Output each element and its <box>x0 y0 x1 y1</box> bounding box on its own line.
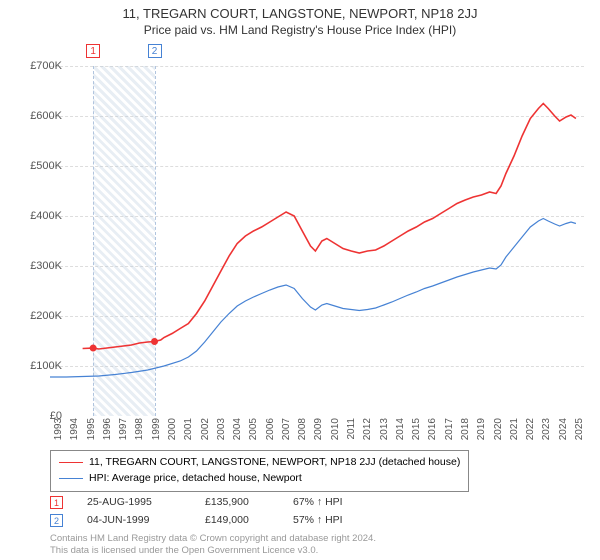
x-tick-label: 2003 <box>216 418 227 448</box>
x-tick-label: 2019 <box>476 418 487 448</box>
event-price: £135,900 <box>205 496 275 508</box>
y-tick-label: £500K <box>14 160 62 172</box>
event-number-box: 2 <box>50 514 63 527</box>
x-tick-label: 1997 <box>118 418 129 448</box>
event-hpi: 57% ↑ HPI <box>293 514 373 526</box>
x-tick-label: 2010 <box>330 418 341 448</box>
x-tick-label: 2024 <box>558 418 569 448</box>
x-tick-label: 2013 <box>379 418 390 448</box>
x-tick-label: 2008 <box>297 418 308 448</box>
x-tick-label: 2009 <box>313 418 324 448</box>
event-price: £149,000 <box>205 514 275 526</box>
chart-subtitle: Price paid vs. HM Land Registry's House … <box>0 21 600 41</box>
events-table: 1 25-AUG-1995 £135,900 67% ↑ HPI 2 04-JU… <box>50 493 373 529</box>
x-tick-label: 2011 <box>346 418 357 448</box>
x-tick-label: 1994 <box>69 418 80 448</box>
legend-swatch <box>59 462 83 463</box>
y-tick-label: £600K <box>14 110 62 122</box>
event-dot <box>90 345 97 352</box>
x-tick-label: 2000 <box>167 418 178 448</box>
x-tick-label: 2002 <box>200 418 211 448</box>
x-tick-label: 2001 <box>183 418 194 448</box>
event-row: 2 04-JUN-1999 £149,000 57% ↑ HPI <box>50 511 373 529</box>
x-tick-label: 2023 <box>541 418 552 448</box>
event-date: 04-JUN-1999 <box>87 514 187 526</box>
x-tick-label: 2016 <box>427 418 438 448</box>
legend-label: 11, TREGARN COURT, LANGSTONE, NEWPORT, N… <box>89 455 460 471</box>
event-dot <box>151 338 158 345</box>
y-tick-label: £200K <box>14 310 62 322</box>
chart-container: 11, TREGARN COURT, LANGSTONE, NEWPORT, N… <box>0 0 600 560</box>
legend-label: HPI: Average price, detached house, Newp… <box>89 471 302 487</box>
legend: 11, TREGARN COURT, LANGSTONE, NEWPORT, N… <box>50 450 469 492</box>
credits-line: This data is licensed under the Open Gov… <box>50 545 376 557</box>
credits-line: Contains HM Land Registry data © Crown c… <box>50 533 376 545</box>
y-tick-label: £100K <box>14 360 62 372</box>
x-tick-label: 2021 <box>509 418 520 448</box>
x-tick-label: 1998 <box>134 418 145 448</box>
x-tick-label: 1993 <box>53 418 64 448</box>
legend-item-hpi: HPI: Average price, detached house, Newp… <box>59 471 460 487</box>
legend-swatch <box>59 478 83 479</box>
x-tick-label: 2005 <box>248 418 259 448</box>
chart-title: 11, TREGARN COURT, LANGSTONE, NEWPORT, N… <box>0 0 600 21</box>
x-tick-label: 1999 <box>151 418 162 448</box>
event-marker-box: 2 <box>148 44 162 58</box>
x-tick-label: 2007 <box>281 418 292 448</box>
x-tick-label: 1995 <box>86 418 97 448</box>
x-tick-label: 1996 <box>102 418 113 448</box>
series-property <box>83 104 576 350</box>
credits: Contains HM Land Registry data © Crown c… <box>50 533 376 557</box>
series-hpi <box>50 219 576 378</box>
legend-item-property: 11, TREGARN COURT, LANGSTONE, NEWPORT, N… <box>59 455 460 471</box>
chart-plot <box>50 66 584 416</box>
x-tick-label: 2018 <box>460 418 471 448</box>
x-tick-label: 2017 <box>444 418 455 448</box>
x-tick-label: 2004 <box>232 418 243 448</box>
y-tick-label: £300K <box>14 260 62 272</box>
x-tick-label: 2014 <box>395 418 406 448</box>
x-tick-label: 2006 <box>265 418 276 448</box>
event-row: 1 25-AUG-1995 £135,900 67% ↑ HPI <box>50 493 373 511</box>
x-tick-label: 2022 <box>525 418 536 448</box>
y-tick-label: £700K <box>14 60 62 72</box>
event-date: 25-AUG-1995 <box>87 496 187 508</box>
x-tick-label: 2012 <box>362 418 373 448</box>
x-tick-label: 2025 <box>574 418 585 448</box>
y-tick-label: £400K <box>14 210 62 222</box>
event-hpi: 67% ↑ HPI <box>293 496 373 508</box>
event-marker-box: 1 <box>86 44 100 58</box>
x-tick-label: 2015 <box>411 418 422 448</box>
event-number-box: 1 <box>50 496 63 509</box>
x-tick-label: 2020 <box>493 418 504 448</box>
